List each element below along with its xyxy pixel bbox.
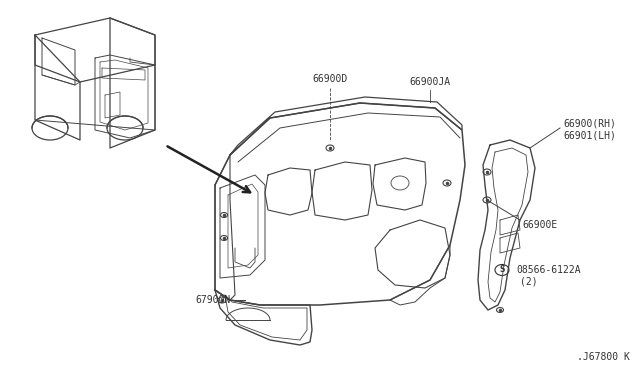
- Text: 67900N: 67900N: [195, 295, 230, 305]
- Text: 66900JA: 66900JA: [410, 77, 451, 87]
- Text: 08566-6122A: 08566-6122A: [516, 265, 580, 275]
- Text: .J67800 K: .J67800 K: [577, 352, 630, 362]
- Text: 66900(RH): 66900(RH): [563, 119, 616, 129]
- Text: 66900D: 66900D: [312, 74, 348, 84]
- Text: 66900E: 66900E: [522, 220, 557, 230]
- Text: 66901(LH): 66901(LH): [563, 131, 616, 141]
- Text: S: S: [499, 266, 505, 275]
- Text: (2): (2): [520, 277, 538, 287]
